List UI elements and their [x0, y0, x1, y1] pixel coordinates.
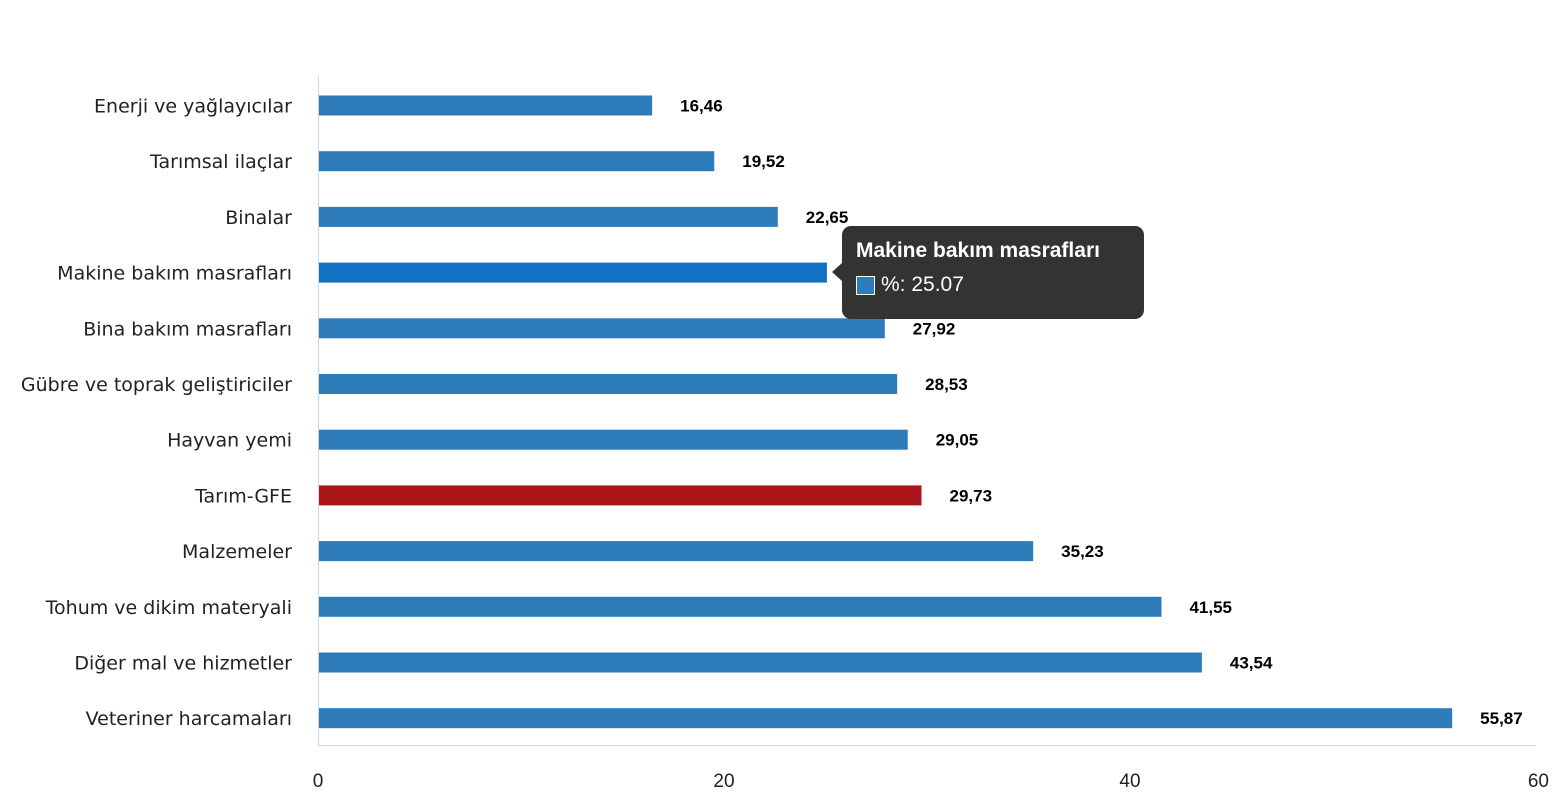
bar-1[interactable]	[318, 95, 653, 116]
category-label: Veteriner harcamaları	[86, 708, 292, 730]
bar-8[interactable]	[318, 485, 922, 506]
category-label: Diğer mal ve hizmetler	[74, 653, 292, 675]
category-label: Gübre ve toprak geliştiriciler	[21, 374, 292, 396]
tooltip-series-swatch	[856, 275, 875, 295]
category-label: Binalar	[225, 207, 292, 229]
category-label: Hayvan yemi	[167, 430, 292, 452]
tooltip-row: %: 25.07	[856, 272, 1130, 298]
data-label: 29,73	[950, 486, 993, 505]
bar-6[interactable]	[318, 374, 898, 394]
category-label: Tarım-GFE	[194, 485, 292, 507]
hover-tooltip: Makine bakım masrafları %: 25.07	[832, 226, 1144, 319]
x-tick-label: 0	[313, 771, 324, 792]
x-tick-label: 20	[713, 771, 734, 792]
bar-4[interactable]	[318, 262, 827, 283]
bar-5[interactable]	[318, 318, 885, 339]
data-label: 19,52	[742, 152, 785, 171]
bars-group	[318, 95, 1453, 729]
bar-9[interactable]	[318, 541, 1034, 562]
data-label: 27,92	[913, 319, 956, 338]
category-label: Tohum ve dikim materyali	[45, 597, 292, 619]
data-label: 35,23	[1061, 542, 1104, 561]
category-label: Tarımsal ilaçlar	[149, 151, 292, 173]
data-label: 43,54	[1230, 654, 1273, 673]
bar-3[interactable]	[318, 206, 778, 227]
data-label: 55,87	[1480, 709, 1523, 728]
category-label: Malzemeler	[182, 541, 292, 563]
x-tick-label: 60	[1528, 771, 1549, 792]
tooltip-value: %: 25.07	[881, 273, 964, 296]
bar-2[interactable]	[318, 151, 715, 172]
bar-10[interactable]	[318, 596, 1162, 617]
bar-7[interactable]	[318, 429, 908, 450]
data-label: 41,55	[1189, 598, 1232, 617]
data-label: 22,65	[806, 208, 849, 227]
category-label: Bina bakım masrafları	[83, 318, 292, 340]
data-label: 16,46	[680, 97, 723, 116]
data-label: 29,05	[936, 431, 979, 450]
bar-12[interactable]	[318, 708, 1453, 729]
bar-11[interactable]	[318, 652, 1202, 673]
x-tick-labels-group: 0 20 40 60	[313, 771, 1549, 792]
data-label: 28,53	[925, 375, 968, 394]
category-labels-group: Enerji ve yağlayıcılar Tarımsal ilaçlar Bi…	[21, 96, 292, 731]
category-label: Makine bakım masrafları	[57, 263, 292, 285]
x-tick-label: 40	[1119, 771, 1140, 792]
category-label: Enerji ve yağlayıcılar	[94, 96, 292, 118]
value-labels-group: 16,4619,5222,6525,0727,9228,5329,0529,73…	[680, 97, 1523, 729]
tooltip-title: Makine bakım masrafları	[856, 239, 1100, 262]
